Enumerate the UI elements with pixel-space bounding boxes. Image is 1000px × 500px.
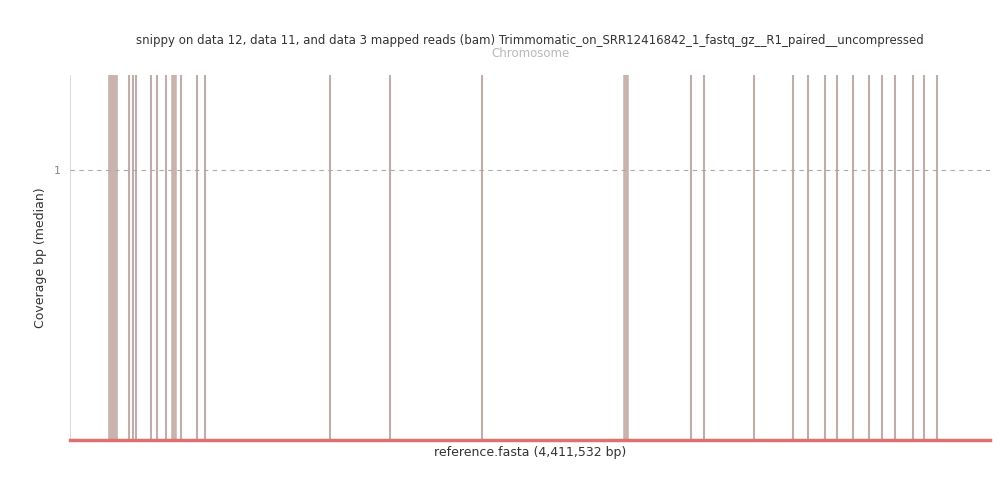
- X-axis label: reference.fasta (4,411,532 bp): reference.fasta (4,411,532 bp): [434, 446, 626, 458]
- Title: snippy on data 12, data 11, and data 3 mapped reads (bam) Trimmomatic_on_SRR1241: snippy on data 12, data 11, and data 3 m…: [136, 34, 924, 48]
- Text: Chromosome: Chromosome: [491, 48, 569, 60]
- Y-axis label: Coverage bp (median): Coverage bp (median): [34, 187, 47, 328]
